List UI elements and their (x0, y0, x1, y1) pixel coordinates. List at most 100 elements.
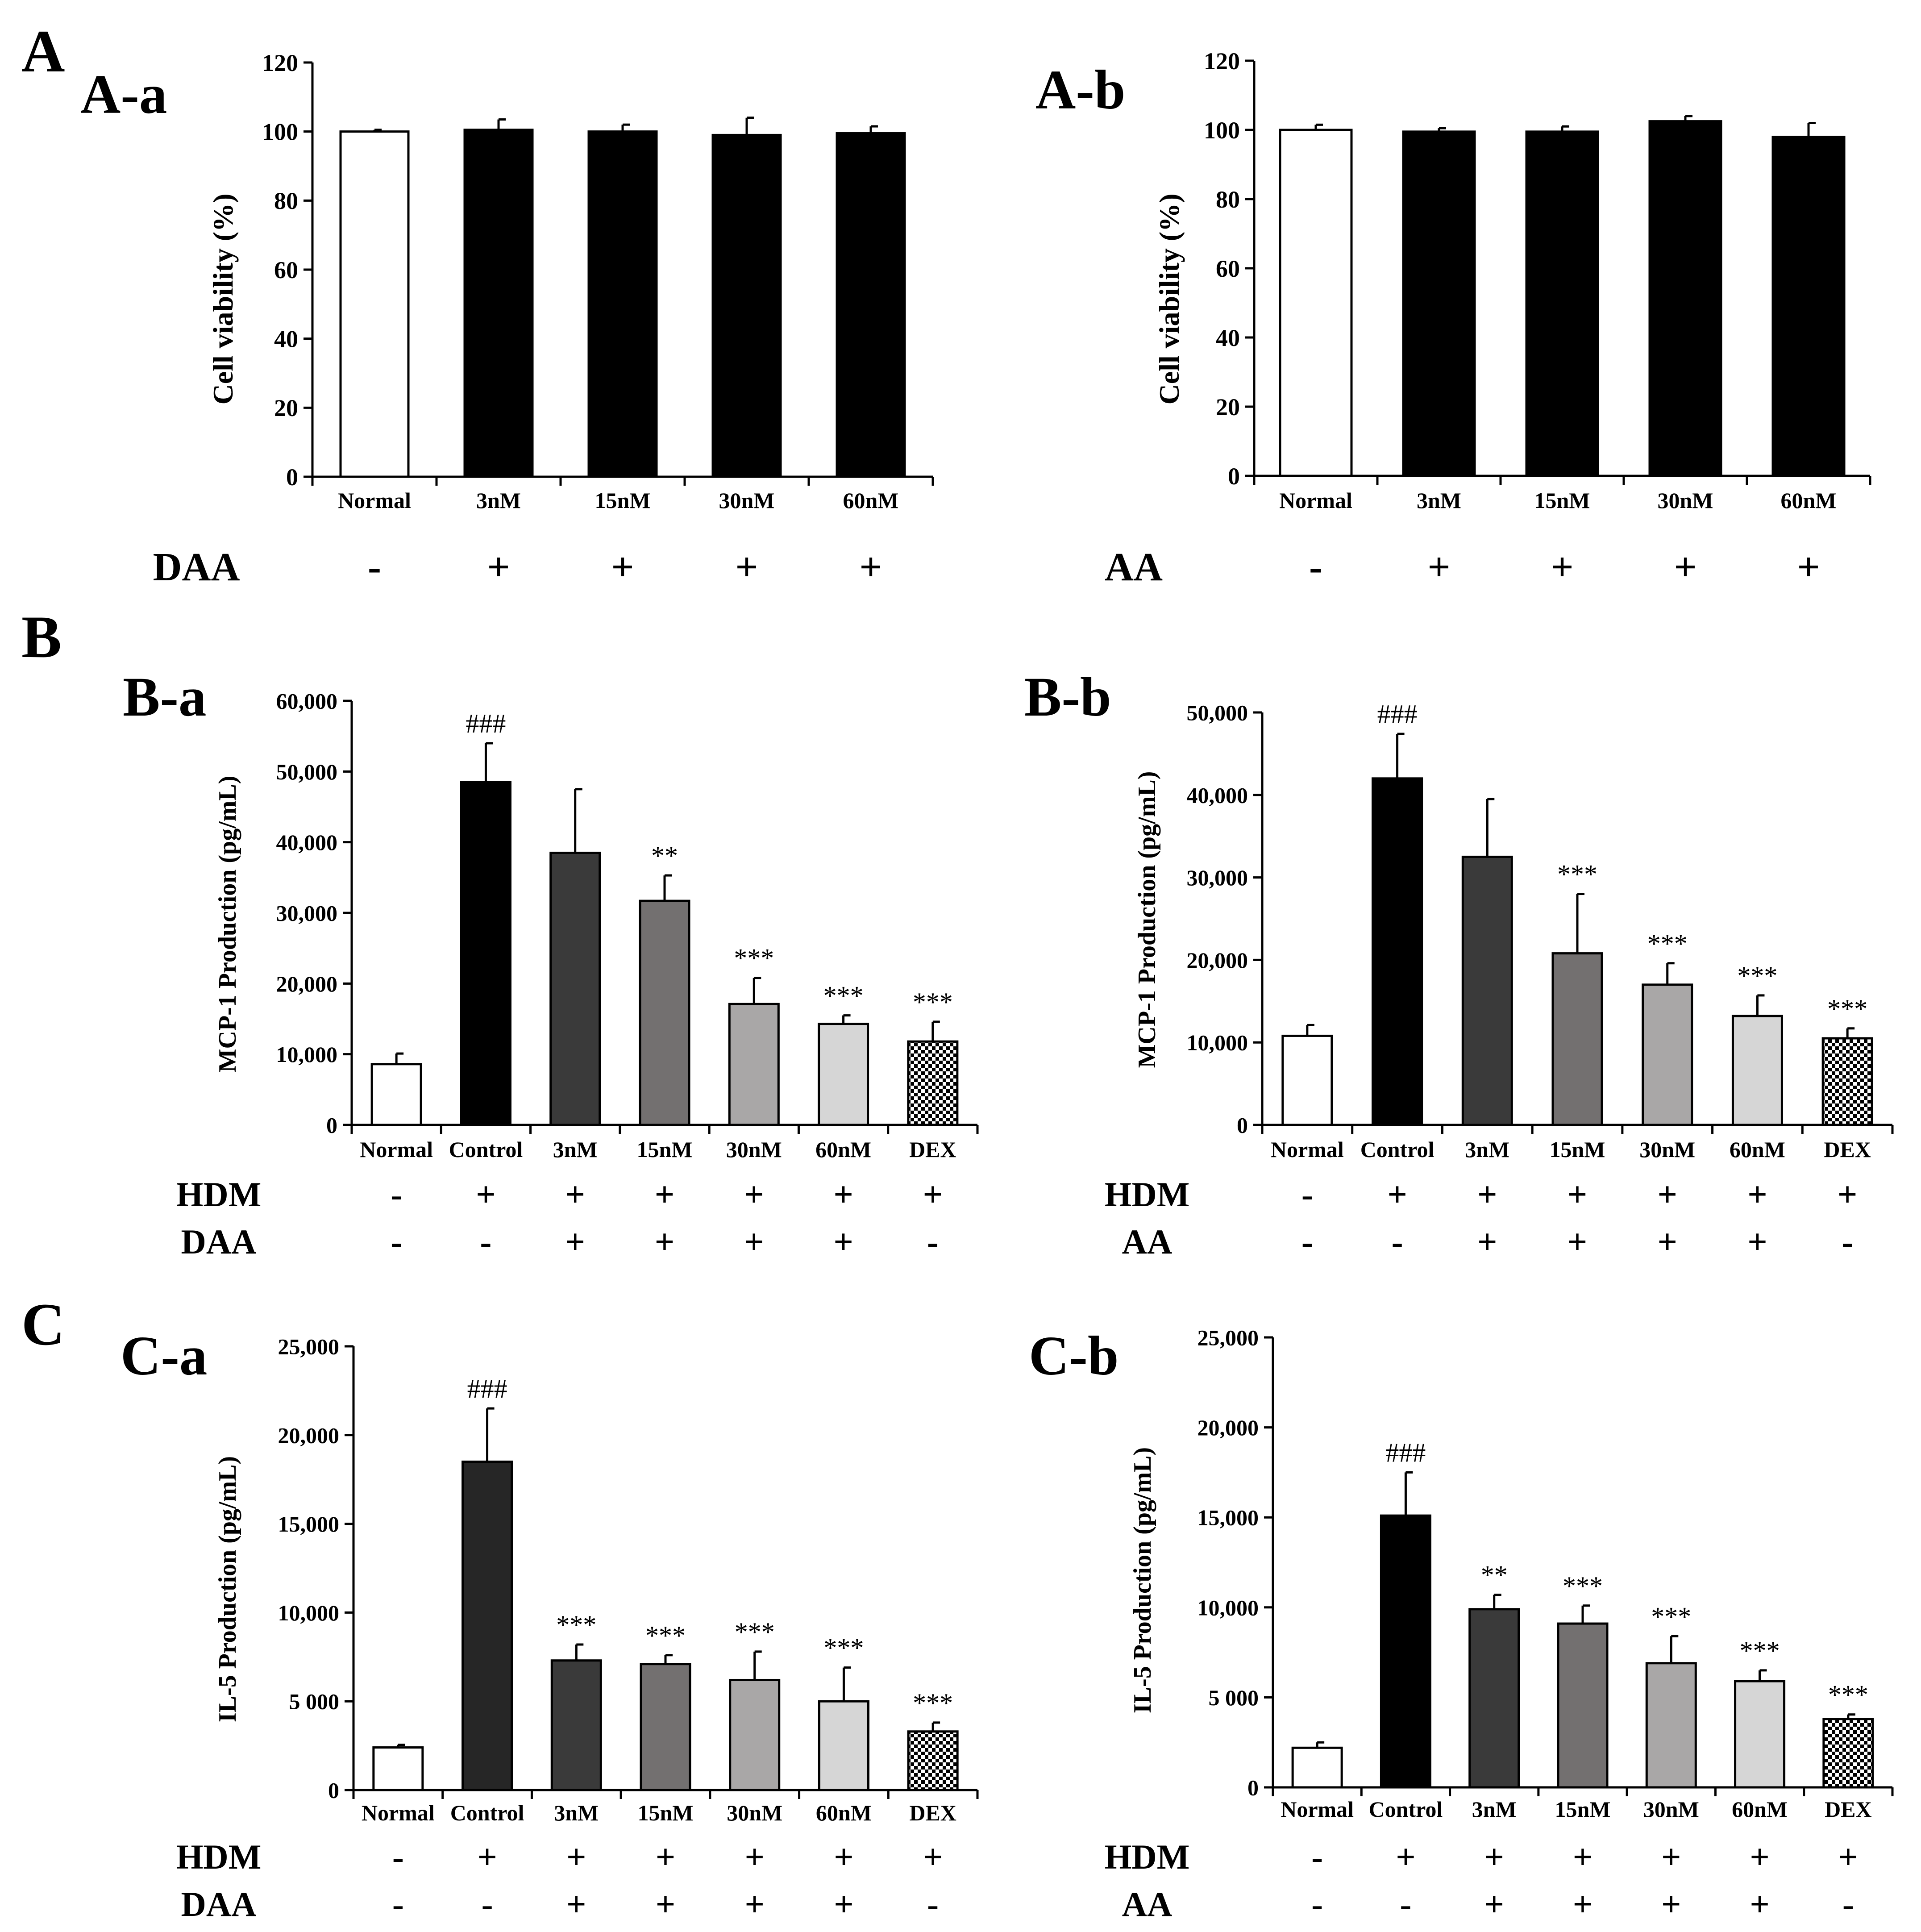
bar-dex (1822, 1718, 1874, 1789)
plus-mark: + (1657, 1222, 1677, 1261)
plus-mark: + (655, 1175, 674, 1214)
minus-mark: - (1301, 1222, 1313, 1261)
factor-name: AA (1122, 1222, 1173, 1261)
plus-mark: + (1551, 545, 1573, 589)
category-label: 60nM (1732, 1797, 1788, 1822)
chart-a-b: 0 20 40 60 80 100 120 Normal 3nM 15nM 30nM 60nM AA - +… (1105, 48, 1871, 589)
bar-60nm (1771, 136, 1846, 477)
plus-mark: + (923, 1837, 943, 1876)
category-label: 3nM (554, 1800, 599, 1825)
minus-mark: - (1842, 1222, 1853, 1261)
bar-30nm (729, 1678, 781, 1791)
minus-mark: - (927, 1885, 939, 1924)
category-label: 30nM (1658, 488, 1713, 513)
category-label: Normal (1279, 488, 1352, 513)
plus-mark: + (1797, 545, 1820, 589)
category-label: 3nM (553, 1137, 598, 1162)
category-label: 60nM (1781, 488, 1837, 513)
plus-mark: + (1750, 1885, 1769, 1924)
y-tick-label: 10,000 (1198, 1595, 1259, 1620)
factor-name: HDM (176, 1837, 262, 1876)
plus-mark: + (1573, 1885, 1593, 1924)
plus-mark: + (1387, 1175, 1407, 1214)
plus-mark: + (1750, 1837, 1769, 1876)
plus-mark: + (744, 1885, 764, 1924)
category-label: 60nM (816, 1800, 872, 1825)
category-label: 15nM (1534, 488, 1590, 513)
plus-mark: + (833, 1222, 853, 1261)
minus-mark: - (480, 1222, 491, 1261)
plus-mark: + (566, 1885, 586, 1924)
plus-mark: + (1477, 1222, 1497, 1261)
factor-name: HDM (1105, 1837, 1190, 1876)
bar-normal (1281, 1034, 1333, 1126)
y-tick-label: 120 (262, 50, 298, 76)
y-tick-label: 0 (286, 464, 298, 491)
y-tick-label: 10,000 (276, 1042, 338, 1067)
y-tick-label: 20 (1216, 394, 1240, 421)
minus-mark: - (1842, 1885, 1854, 1924)
significance-label: *** (735, 1617, 775, 1647)
category-label: 30nM (727, 1800, 782, 1825)
y-tick-label: 30,000 (1187, 865, 1248, 890)
y-tick-label: 20,000 (1187, 948, 1248, 973)
bar-dex (907, 1730, 959, 1791)
plus-mark: + (1427, 545, 1450, 589)
category-label: 3nM (1472, 1797, 1517, 1822)
chart-panel-a-a: A-a Cell viability (%) 0 20 40 60 80 100 120 No… (0, 0, 960, 607)
chart-b-b: 0 10,000 20,000 30,000 40,000 50,000 Normal ###… (1105, 700, 1894, 1261)
plus-mark: + (833, 1175, 853, 1214)
bar-normal (372, 1746, 424, 1791)
plus-mark: + (487, 545, 510, 589)
y-tick-label: 0 (1237, 1113, 1248, 1138)
y-tick-label: 40,000 (276, 830, 338, 855)
plus-mark: + (1484, 1885, 1504, 1924)
significance-label: *** (1557, 860, 1597, 889)
category-label: DEX (1825, 1797, 1872, 1822)
minus-mark: - (391, 1222, 402, 1261)
plus-mark: + (477, 1837, 497, 1876)
significance-label: *** (1827, 994, 1867, 1024)
bar-normal (339, 130, 410, 478)
significance-label: ### (467, 1374, 507, 1403)
category-label: DEX (909, 1137, 956, 1162)
plus-mark: + (1747, 1175, 1767, 1214)
significance-label: *** (1737, 961, 1777, 991)
factor-name: DAA (181, 1222, 257, 1261)
y-tick-label: 80 (274, 187, 298, 214)
minus-mark: - (368, 545, 381, 589)
category-label: 15nM (638, 1800, 694, 1825)
section-label-b: B (21, 604, 62, 670)
bar-30nm (1642, 983, 1693, 1126)
plus-mark: + (834, 1837, 853, 1876)
minus-mark: - (927, 1222, 939, 1261)
y-tick-label: 30,000 (276, 901, 338, 926)
bar-3nm (463, 129, 534, 478)
bar-3nm (550, 1659, 602, 1791)
category-label: 15nM (1555, 1797, 1611, 1822)
y-axis-label-c-a: IL-5 Production (pg/mL) (214, 1456, 241, 1723)
significance-label: *** (913, 1688, 953, 1718)
bar-dex (1821, 1037, 1873, 1126)
category-label: 15nM (1550, 1137, 1605, 1162)
bar-control (460, 781, 511, 1126)
plus-mark: + (565, 1222, 585, 1261)
bar-30nm (728, 1003, 780, 1126)
bar-30nm (711, 133, 782, 478)
significance-label: *** (1563, 1571, 1603, 1601)
plus-mark: + (1838, 1175, 1857, 1214)
y-tick-label: 60,000 (276, 689, 338, 714)
significance-label: *** (1647, 929, 1688, 958)
factor-name: DAA (181, 1885, 257, 1924)
category-label: Control (450, 1800, 524, 1825)
y-tick-label: 50,000 (1187, 700, 1248, 725)
panel-label-b-a: B-a (123, 666, 207, 728)
y-tick-label: 5 000 (289, 1689, 340, 1714)
bar-dex (907, 1040, 959, 1126)
minus-mark: - (1400, 1885, 1411, 1924)
minus-mark: - (482, 1885, 493, 1924)
y-axis-label-b-b: MCP-1 Production (pg/mL) (1133, 771, 1161, 1068)
y-tick-label: 40 (1216, 325, 1240, 351)
significance-label: *** (556, 1610, 596, 1640)
plus-mark: + (566, 1837, 586, 1876)
